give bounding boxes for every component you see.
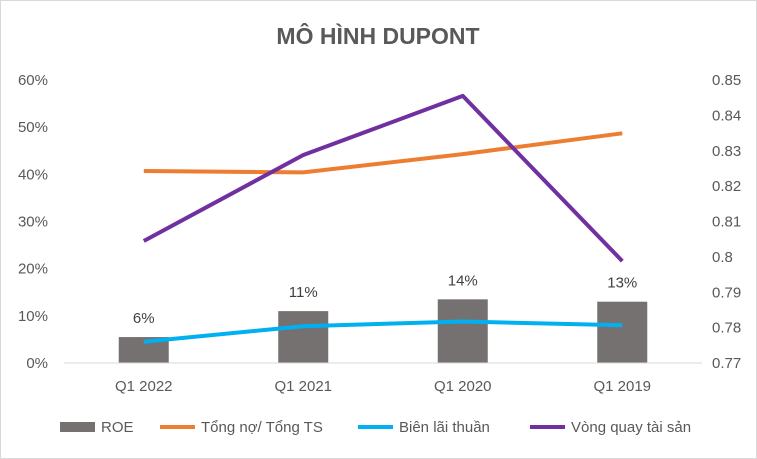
legend-label: ROE bbox=[101, 419, 134, 436]
roe-data-label: 13% bbox=[607, 275, 637, 292]
legend-label: Biên lãi thuần bbox=[399, 419, 490, 436]
y-left-tick-label: 40% bbox=[18, 166, 48, 183]
roe-data-label: 14% bbox=[448, 272, 478, 289]
roe-bar bbox=[597, 301, 648, 363]
roe-data-label: 6% bbox=[133, 310, 155, 327]
roe-bar bbox=[278, 311, 329, 363]
chart-title: MÔ HÌNH DUPONT bbox=[276, 22, 479, 49]
y-left-tick-label: 10% bbox=[18, 308, 48, 325]
x-tick-label: Q1 2019 bbox=[593, 378, 651, 395]
y-left-tick-label: 0% bbox=[26, 355, 48, 372]
legend-label: Tổng nợ/ Tổng TS bbox=[201, 419, 323, 436]
y-right-tick-label: 0.77 bbox=[712, 355, 741, 372]
y-right-tick-label: 0.82 bbox=[712, 178, 741, 195]
roe-bar bbox=[437, 299, 488, 363]
legend-swatch-bar bbox=[60, 422, 95, 432]
y-left-tick-label: 50% bbox=[18, 119, 48, 136]
series-line-2 bbox=[143, 319, 623, 344]
x-tick-label: Q1 2022 bbox=[115, 378, 173, 395]
series-line-3 bbox=[142, 93, 624, 263]
y-left-tick-label: 30% bbox=[18, 214, 48, 231]
x-tick-label: Q1 2021 bbox=[274, 378, 332, 395]
y-right-tick-label: 0.84 bbox=[712, 107, 741, 124]
y-right-tick-label: 0.79 bbox=[712, 284, 741, 301]
y-right-tick-label: 0.81 bbox=[712, 214, 741, 231]
y-left-tick-label: 20% bbox=[18, 261, 48, 278]
roe-data-label: 11% bbox=[289, 284, 318, 301]
y-right-tick-label: 0.78 bbox=[712, 320, 741, 337]
y-left-tick-label: 60% bbox=[18, 72, 48, 89]
legend-label: Vòng quay tài sản bbox=[571, 419, 691, 436]
x-tick-label: Q1 2020 bbox=[434, 378, 492, 395]
y-right-tick-label: 0.8 bbox=[712, 249, 733, 266]
y-right-tick-label: 0.83 bbox=[712, 143, 741, 160]
y-right-tick-label: 0.85 bbox=[712, 72, 741, 89]
series-line-1 bbox=[143, 131, 623, 175]
